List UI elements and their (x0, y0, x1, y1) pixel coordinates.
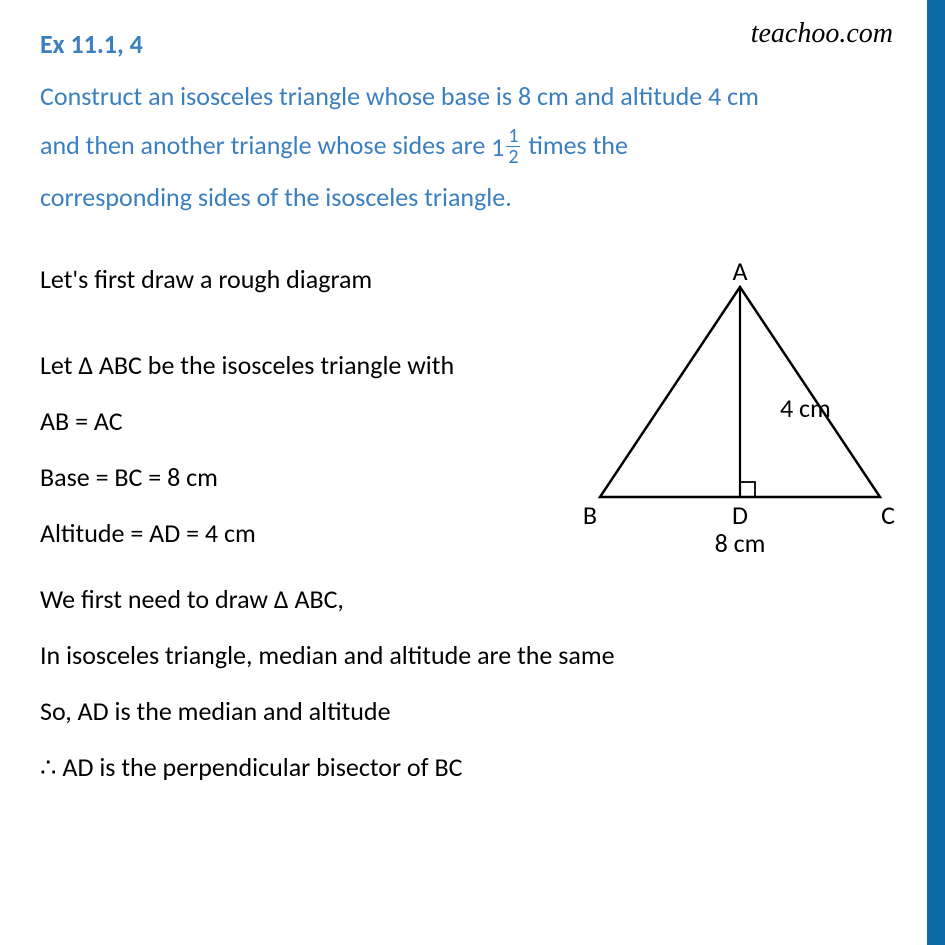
problem-statement: Construct an isosceles triangle whose ba… (40, 72, 905, 222)
sol-line3: AB = AC (40, 394, 555, 450)
label-b: B (583, 499, 597, 531)
label-altitude: 4 cm (780, 392, 831, 424)
bot-line2: In isosceles triangle, median and altitu… (40, 628, 905, 684)
label-c: C (881, 499, 895, 531)
label-base: 8 cm (715, 527, 766, 559)
sol-line2: Let Δ ABC be the isosceles triangle with (40, 338, 555, 394)
right-accent-bar (927, 0, 945, 945)
right-angle-marker (740, 482, 755, 497)
sol-line1: Let's first draw a rough diagram (40, 252, 555, 308)
solution-text: Let's first draw a rough diagram Let Δ A… (40, 252, 555, 561)
content-row: Let's first draw a rough diagram Let Δ A… (40, 252, 905, 562)
label-a: A (732, 262, 747, 287)
triangle-diagram: A B C D 4 cm 8 cm (575, 262, 905, 562)
spacer (40, 308, 555, 338)
bot-line1: We first need to draw Δ ABC, (40, 572, 905, 628)
mixed-whole: 1 (491, 131, 504, 163)
problem-line3: corresponding sides of the isosceles tri… (40, 181, 512, 213)
bot-line3: So, AD is the median and altitude (40, 684, 905, 740)
sol-line5: Altitude = AD = 4 cm (40, 506, 555, 562)
problem-line2-after: times the (522, 129, 627, 161)
fraction-den: 2 (506, 146, 520, 167)
fraction-num: 1 (506, 126, 520, 146)
sol-line4: Base = BC = 8 cm (40, 450, 555, 506)
fraction: 12 (506, 126, 520, 167)
bot-line4: ∴ AD is the perpendicular bisector of BC (40, 740, 905, 796)
problem-line2-before: and then another triangle whose sides ar… (40, 129, 491, 161)
bottom-text: We first need to draw Δ ABC, In isoscele… (40, 572, 905, 796)
watermark: teachoo.com (751, 18, 893, 50)
problem-line1: Construct an isosceles triangle whose ba… (40, 80, 759, 112)
